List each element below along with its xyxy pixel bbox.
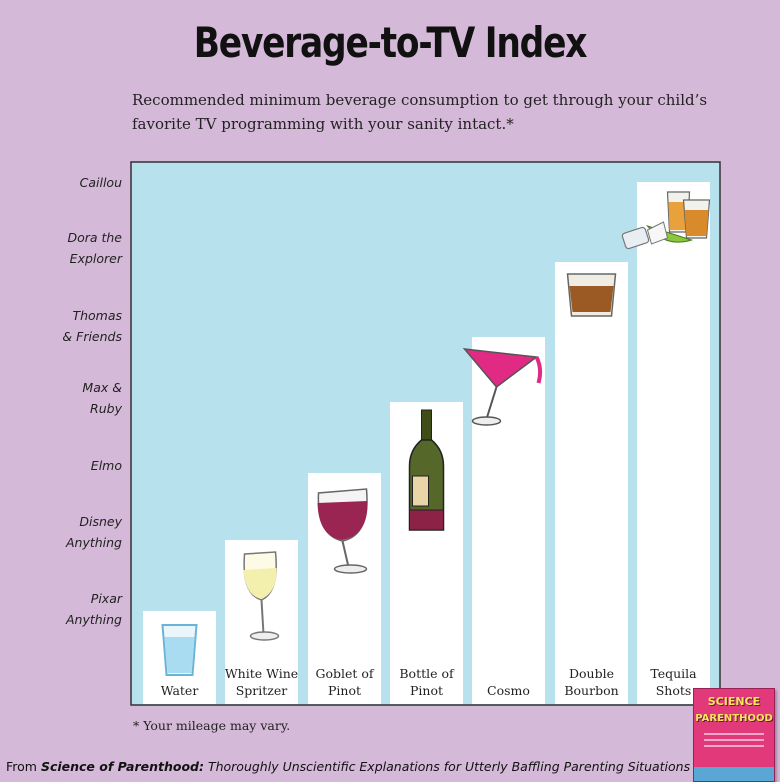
y-tick-label: Elmo <box>12 455 122 476</box>
wine-goblet-icon <box>317 488 368 574</box>
chart-subtitle: Recommended minimum beverage consumption… <box>132 91 708 133</box>
source-book-title: Science of Parenthood: <box>40 759 204 774</box>
y-tick-label-line: Anything <box>65 612 122 627</box>
source-prefix: From <box>6 759 41 774</box>
x-tick-label: Bourbon <box>564 683 618 698</box>
x-tick-label: Shots <box>656 683 692 698</box>
wine-spritzer-icon <box>243 551 280 641</box>
footnote: * Your mileage may vary. <box>133 718 291 733</box>
bourbon-glass-icon <box>566 273 617 317</box>
cosmo-glass-icon <box>462 348 543 426</box>
x-labels-group: Water White Wine Spritzer Goblet of Pinot Bot… <box>161 666 697 698</box>
x-tick-label: Tequila <box>650 666 697 681</box>
x-tick-label: Pinot <box>410 683 443 698</box>
y-tick-label-line: Disney <box>79 514 122 529</box>
source-credit: From Science of Parenthood: Thoroughly U… <box>6 759 690 774</box>
y-tick-label: Disney Anything <box>12 511 122 553</box>
y-tick-label-line: Caillou <box>79 174 122 190</box>
y-tick-label: Max & Ruby <box>12 377 122 419</box>
tequila-shots-icon <box>621 191 711 250</box>
book-cover-line2: PARENTHOOD <box>695 713 773 724</box>
bar <box>472 337 545 704</box>
book-cover-text-line <box>704 733 764 735</box>
x-tick-label: Spritzer <box>236 683 288 698</box>
y-tick-label: Thomas & Friends <box>12 305 122 347</box>
chart-title: Beverage-to-TV Index <box>193 18 588 67</box>
book-cover-image: SCIENCE PARENTHOOD <box>693 688 775 782</box>
x-tick-label: Pinot <box>328 683 361 698</box>
y-tick-label-line: Anything <box>65 535 122 550</box>
source-subtitle: Thoroughly Unscientific Explanations for… <box>203 759 691 774</box>
y-tick-label: Caillou <box>12 172 122 193</box>
x-tick-label: Water <box>161 683 199 698</box>
book-cover-text-line <box>704 739 764 741</box>
y-tick-label-line: Thomas <box>72 308 122 323</box>
y-tick-label: Pixar Anything <box>12 588 122 630</box>
bar <box>555 262 628 704</box>
book-cover-footer <box>694 767 774 781</box>
x-tick-label: Double <box>569 666 614 681</box>
y-tick-label-line: Pixar <box>90 591 122 606</box>
icons-group <box>161 191 711 676</box>
y-tick-label: Dora the Explorer <box>12 227 122 269</box>
bar <box>637 182 710 704</box>
x-tick-label: White Wine <box>225 666 298 681</box>
water-glass-icon <box>161 624 198 676</box>
x-tick-label: Goblet of <box>315 666 374 681</box>
wine-bottle-icon <box>408 409 445 531</box>
y-tick-label-line: & Friends <box>62 329 122 344</box>
y-tick-label-line: Max & <box>82 380 122 395</box>
book-cover-line1: SCIENCE <box>707 695 761 708</box>
y-tick-label-line: Elmo <box>90 457 122 473</box>
x-tick-label: Bottle of <box>399 666 455 681</box>
y-tick-label-line: Ruby <box>90 401 122 416</box>
y-tick-label-line: Dora the <box>67 230 122 245</box>
x-tick-label: Cosmo <box>487 683 530 698</box>
y-tick-label-line: Explorer <box>69 251 122 266</box>
book-cover-text-line <box>704 745 764 747</box>
